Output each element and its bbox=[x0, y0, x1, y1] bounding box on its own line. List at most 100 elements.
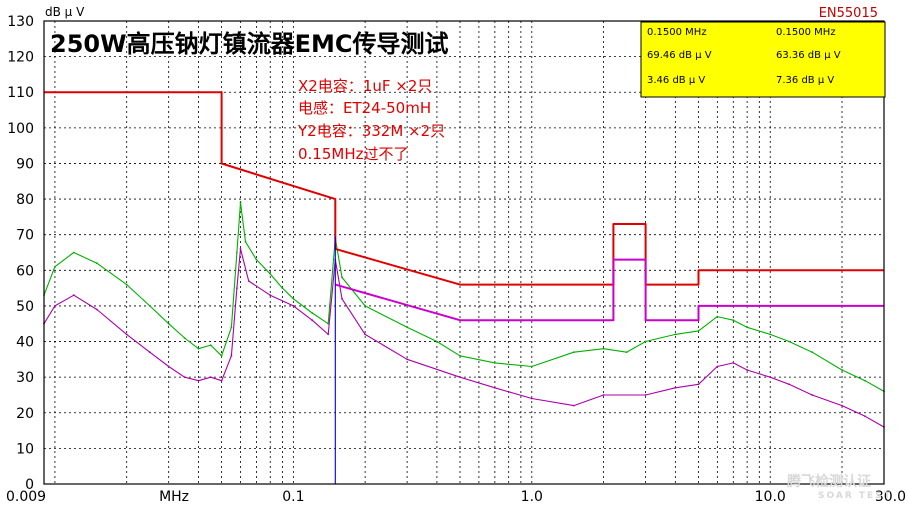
data-point bbox=[281, 287, 284, 289]
y-tick-label: 120 bbox=[7, 50, 34, 66]
y-tick-label: 90 bbox=[16, 156, 34, 172]
data-point bbox=[292, 305, 295, 307]
marker-2-frequency: 0.1500 MHz bbox=[776, 27, 836, 38]
x-axis: 0.009 MHz 0.1 1.0 10.0 30.0 bbox=[6, 489, 906, 505]
annotation-line: 电感：ET24-50mH bbox=[298, 99, 431, 117]
x-tick-label: 30.0 bbox=[875, 489, 906, 505]
y-tick-label: 100 bbox=[7, 121, 34, 137]
series-layer bbox=[43, 91, 885, 484]
x-tick-label: 10.0 bbox=[755, 489, 786, 505]
data-point bbox=[864, 415, 866, 418]
data-point bbox=[311, 312, 314, 314]
data-point bbox=[572, 351, 575, 354]
y-tick-label: 80 bbox=[16, 192, 34, 208]
data-point bbox=[674, 333, 677, 336]
data-point bbox=[436, 340, 438, 343]
data-point bbox=[459, 354, 461, 357]
data-point bbox=[269, 273, 272, 275]
data-point bbox=[197, 347, 200, 350]
standard-label: EN55015 bbox=[819, 6, 878, 21]
data-point bbox=[732, 362, 735, 364]
data-point bbox=[674, 386, 677, 389]
data-point bbox=[572, 404, 575, 407]
data-point bbox=[341, 297, 343, 300]
y-tick-label: 0 bbox=[25, 477, 34, 493]
data-point bbox=[167, 365, 170, 368]
grid bbox=[44, 21, 884, 484]
data-point bbox=[244, 240, 247, 243]
y-tick-label: 70 bbox=[16, 228, 34, 244]
data-point bbox=[769, 376, 772, 379]
y-axis-label: dB μ V bbox=[45, 5, 85, 19]
data-point bbox=[341, 276, 343, 279]
data-point bbox=[811, 394, 814, 396]
data-point bbox=[811, 351, 814, 354]
data-point bbox=[236, 251, 238, 254]
data-point bbox=[197, 379, 200, 382]
y-tick-label: 50 bbox=[16, 299, 34, 315]
data-point bbox=[494, 386, 496, 389]
y-tick-label: 110 bbox=[7, 85, 34, 101]
plot-frame bbox=[43, 20, 885, 485]
watermark: 腾飞检测认证 SOAR TEST bbox=[787, 473, 890, 501]
data-point bbox=[230, 326, 233, 329]
data-point bbox=[602, 394, 605, 396]
x-tick-label: 0.1 bbox=[282, 489, 304, 505]
annotation-line: 0.15MHz过不了 bbox=[298, 145, 409, 163]
series-line bbox=[335, 258, 884, 322]
marker-1-frequency: 0.1500 MHz bbox=[647, 27, 707, 38]
data-point bbox=[364, 333, 366, 336]
data-point bbox=[732, 319, 735, 322]
data-point bbox=[54, 305, 56, 307]
data-point bbox=[697, 383, 700, 386]
data-point bbox=[96, 262, 98, 265]
marker-2-delta: 7.36 dB μ V bbox=[776, 75, 834, 86]
series-line bbox=[43, 202, 885, 392]
annotation-line: Y2电容：332M ×2只 bbox=[297, 122, 445, 140]
x-tick-label: MHz bbox=[159, 489, 189, 505]
y-axis: 0 10 20 30 40 50 60 70 80 90 100 110 120 130 bbox=[7, 14, 34, 493]
data-point bbox=[236, 287, 238, 289]
data-point bbox=[364, 305, 366, 307]
x-tick-label: 0.009 bbox=[6, 489, 46, 505]
marker-table-box bbox=[640, 21, 886, 98]
data-point bbox=[239, 248, 242, 250]
data-point bbox=[769, 333, 772, 336]
data-point bbox=[788, 383, 790, 386]
x-tick-label: 1.0 bbox=[521, 489, 543, 505]
data-point bbox=[746, 369, 748, 371]
data-point bbox=[644, 340, 647, 343]
marker-1-delta: 3.46 dB μ V bbox=[647, 75, 705, 86]
data-point bbox=[148, 305, 151, 307]
data-point bbox=[864, 379, 866, 382]
data-point bbox=[220, 354, 223, 357]
data-point bbox=[209, 376, 212, 379]
marker-1-level: 69.46 dB μ V bbox=[647, 50, 712, 61]
data-point bbox=[746, 326, 748, 329]
chart-title: 250W高压钠灯镇流器EMC传导测试 bbox=[50, 30, 448, 58]
data-point bbox=[125, 283, 128, 286]
data-point bbox=[494, 362, 496, 364]
data-point bbox=[183, 337, 186, 339]
data-point bbox=[644, 394, 647, 396]
data-point bbox=[602, 347, 605, 350]
data-point bbox=[183, 376, 186, 379]
data-point bbox=[96, 308, 98, 311]
data-point bbox=[167, 322, 170, 325]
y-tick-label: 10 bbox=[16, 441, 34, 457]
data-point bbox=[625, 351, 628, 354]
y-tick-label: 60 bbox=[16, 263, 34, 279]
data-point bbox=[406, 358, 408, 361]
data-point bbox=[530, 397, 533, 400]
plot-area bbox=[44, 21, 884, 484]
data-point bbox=[255, 258, 258, 261]
y-tick-label: 30 bbox=[16, 370, 34, 386]
data-point bbox=[697, 330, 700, 332]
data-point bbox=[220, 379, 223, 382]
data-point bbox=[230, 354, 233, 357]
data-point bbox=[292, 297, 295, 300]
annotation-line: X2电容：1uF ×2只 bbox=[298, 77, 432, 95]
data-point bbox=[716, 365, 719, 368]
data-point bbox=[239, 201, 242, 204]
